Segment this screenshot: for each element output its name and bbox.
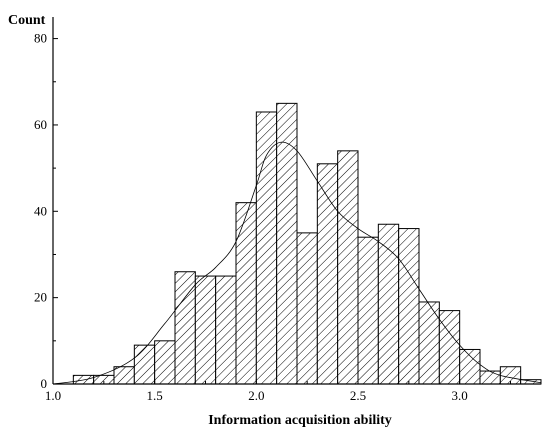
x-tick-label: 2.5 (350, 388, 366, 403)
histogram-bar (113, 366, 135, 385)
x-tick-label: 1.5 (147, 388, 163, 403)
histogram-bar (438, 310, 461, 385)
histogram-bar (235, 202, 257, 385)
y-tick-label: 20 (34, 290, 47, 305)
histogram-bar (398, 228, 420, 385)
y-tick-label: 0 (41, 376, 48, 391)
y-axis-label: Count (8, 13, 46, 28)
histogram-bars (72, 102, 542, 385)
x-tick-label: 2.0 (248, 388, 264, 403)
y-tick-label: 60 (34, 117, 47, 132)
histogram-bar (459, 348, 481, 385)
x-axis-label: Information acquisition ability (208, 413, 392, 428)
x-tick-label: 3.0 (452, 388, 468, 403)
y-tick-label: 40 (34, 203, 47, 218)
histogram-bar (255, 111, 278, 385)
histogram-bar (337, 150, 359, 385)
histogram-bar (133, 344, 156, 385)
histogram-bar (154, 340, 176, 385)
histogram-bar (276, 102, 298, 385)
axes: 0 20 40 60 80 1.0 1.5 2.0 2.5 3.0 (34, 17, 541, 403)
x-tick-label: 1.0 (45, 388, 61, 403)
histogram-bar (377, 223, 400, 385)
fit-curve (52, 141, 542, 385)
histogram-bar (194, 275, 217, 385)
y-tick-label: 80 (34, 31, 47, 46)
histogram-bar (479, 370, 501, 385)
histogram-bar (357, 236, 379, 385)
histogram-bar (215, 275, 237, 385)
histogram-bar (296, 232, 318, 385)
